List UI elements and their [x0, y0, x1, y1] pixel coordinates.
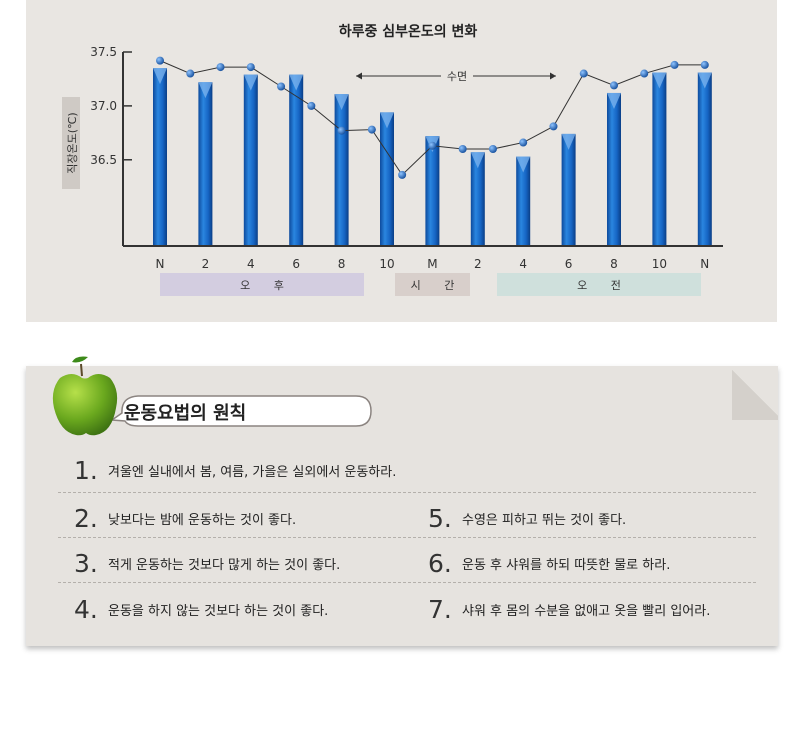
rule-text: 겨울엔 실내에서 봄, 여름, 가을은 실외에서 운동하라. [108, 465, 397, 480]
bar [516, 156, 531, 245]
y-tick-label: 37.5 [90, 45, 117, 59]
rule-item: 7. 샤워 후 몸의 수분을 없애고 옷을 빨리 입어라. [428, 595, 711, 624]
x-tick-label: 8 [610, 257, 618, 271]
rule-number: 5. [428, 504, 452, 533]
rule-text: 샤워 후 몸의 수분을 없애고 옷을 빨리 입어라. [462, 604, 711, 619]
time-band-2 [497, 273, 701, 296]
rule-text: 운동 후 샤워를 하되 따뜻한 물로 하라. [462, 558, 671, 573]
rules-title: 운동요법의 원칙 [124, 403, 247, 424]
rule-item: 1. 겨울엔 실내에서 봄, 여름, 가을은 실외에서 운동하라. [74, 456, 397, 485]
rule-number: 7. [428, 595, 452, 624]
line-point [579, 69, 588, 78]
line-point [519, 138, 528, 147]
x-tick-label: N [700, 257, 709, 271]
x-tick-label: 6 [292, 257, 300, 271]
rule-number: 3. [74, 549, 98, 578]
chart-panel: 하루중 심부온도의 변화 직장온도(℃) 오 후 시 간 오 전 37.5 37.0 3… [26, 0, 777, 322]
line-point [610, 81, 618, 90]
bar [198, 82, 213, 245]
bar [334, 94, 349, 246]
sleep-label: 수면 [447, 70, 467, 83]
title-bubble [109, 395, 372, 427]
rule-text: 적게 운동하는 것보다 많게 하는 것이 좋다. [108, 558, 341, 573]
x-tick-label: 4 [247, 257, 255, 271]
rule-divider [58, 582, 756, 583]
y-tick-label: 36.5 [90, 153, 117, 167]
line-point [337, 126, 346, 135]
rule-item: 2. 낮보다는 밤에 운동하는 것이 좋다. [74, 504, 297, 533]
rule-item: 5. 수영은 피하고 뛰는 것이 좋다. [428, 504, 627, 533]
rule-number: 1. [74, 456, 98, 485]
time-band-label-1: 시 간 [411, 279, 465, 292]
bar [607, 92, 621, 245]
green-apple-icon [52, 356, 118, 436]
x-tick-label: 8 [338, 257, 346, 271]
line-point [700, 60, 709, 69]
line-point [246, 63, 255, 72]
line-point [216, 63, 225, 72]
sleep-annotation: 수면 [356, 70, 556, 83]
time-band-0 [160, 273, 364, 296]
rule-text: 수영은 피하고 뛰는 것이 좋다. [462, 513, 627, 528]
rule-item: 3. 적게 운동하는 것보다 많게 하는 것이 좋다. [74, 549, 341, 578]
line-point [398, 170, 407, 179]
time-band-1 [395, 273, 470, 296]
line-point [670, 60, 679, 69]
x-tick-label: 6 [565, 257, 573, 271]
rule-text: 낮보다는 밤에 운동하는 것이 좋다. [108, 513, 297, 528]
rule-number: 6. [428, 549, 452, 578]
bar [153, 68, 167, 246]
x-tick-label: 10 [379, 257, 394, 271]
x-tick-label: 4 [519, 257, 527, 271]
rule-number: 2. [74, 504, 98, 533]
x-tick-label: 2 [202, 257, 210, 271]
line-point [549, 122, 558, 131]
temperature-chart: 하루중 심부온도의 변화 직장온도(℃) 오 후 시 간 오 전 37.5 37.0 3… [62, 23, 723, 296]
line-point [156, 56, 164, 65]
y-tick-label: 37.0 [90, 99, 117, 113]
x-tick-label: 2 [474, 257, 482, 271]
bar [697, 72, 712, 245]
bar [243, 74, 258, 245]
line-point [488, 145, 497, 153]
svg-text:직장온도(℃): 직장온도(℃) [66, 112, 79, 173]
line-point [640, 69, 649, 78]
line-point [367, 125, 376, 134]
bar [561, 133, 576, 245]
bar [652, 72, 667, 245]
chart-title: 하루중 심부온도의 변화 [339, 23, 478, 40]
line-point [458, 145, 467, 153]
rule-text: 운동을 하지 않는 것보다 하는 것이 좋다. [108, 604, 329, 619]
rule-item: 6. 운동 후 샤워를 하되 따뜻한 물로 하라. [428, 549, 671, 578]
bar [289, 74, 304, 245]
line-point [186, 69, 195, 78]
rule-divider [58, 492, 756, 493]
x-tick-label: N [156, 257, 165, 271]
bar [425, 136, 440, 245]
rule-item: 4. 운동을 하지 않는 것보다 하는 것이 좋다. [74, 595, 329, 624]
x-tick-label: 10 [652, 257, 667, 271]
bar [470, 152, 485, 245]
time-band-label-0: 오 후 [240, 279, 294, 292]
time-band-label-2: 오 전 [577, 279, 631, 292]
rule-divider [58, 537, 756, 538]
line-point [277, 82, 286, 91]
line-point [307, 101, 316, 110]
bar [380, 112, 394, 245]
y-axis-label: 직장온도(℃) [62, 97, 80, 189]
rule-number: 4. [74, 595, 98, 624]
x-tick-label: M [427, 257, 437, 271]
page-curl [732, 366, 778, 420]
line-point [428, 141, 437, 150]
